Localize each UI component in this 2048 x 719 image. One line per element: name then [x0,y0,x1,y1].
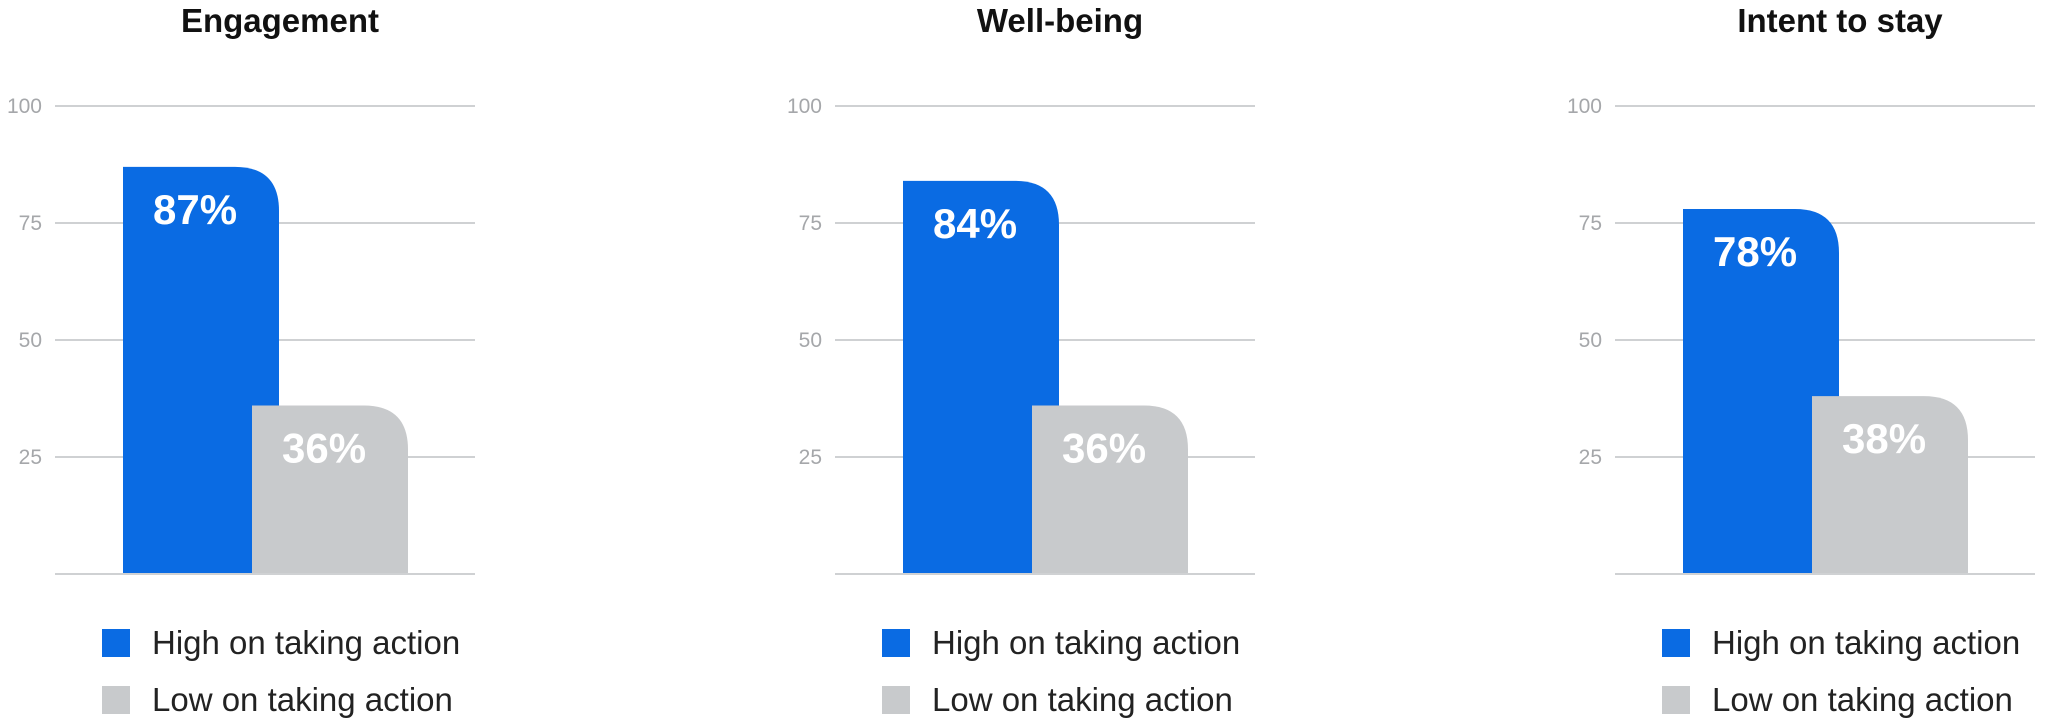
bar-value-label: 38% [1842,415,1926,462]
bar-chart-engagement: 100 75 50 25 87% 36% [7,95,475,575]
bar-value-label: 78% [1713,228,1797,275]
legend-swatch-low [102,686,130,714]
legend-label-high: High on taking action [932,624,1241,661]
y-tick-label: 25 [799,446,822,469]
bar-high [123,166,279,574]
bar-value-label: 84% [933,200,1017,247]
legend-label-low: Low on taking action [932,681,1233,718]
bar-chart-well-being: 100 75 50 25 84% 36% [787,95,1255,575]
legend-swatch-high [102,629,130,657]
y-tick-label: 100 [1567,95,1602,118]
bar-high [1683,208,1839,574]
y-tick-label: 75 [19,212,42,235]
legend-swatch-low [1662,686,1690,714]
legend-swatch-high [1662,629,1690,657]
legend-label-low: Low on taking action [152,681,453,718]
y-tick-label: 25 [1579,446,1602,469]
chart-panel-well-being: Well-being 100 75 50 25 84% 36% High on takin… [780,0,1340,719]
legend-item-low: Low on taking action [1662,681,2013,719]
bar-high [903,180,1059,574]
legend-label-low: Low on taking action [1712,681,2013,718]
legend-item-low: Low on taking action [882,681,1233,719]
legend-swatch-low [882,686,910,714]
y-tick-label: 75 [799,212,822,235]
y-tick-label: 75 [1579,212,1602,235]
y-tick-label: 100 [787,95,822,118]
legend-item-low: Low on taking action [102,681,453,719]
legend-item-high: High on taking action [1662,624,2020,662]
bar-low [1812,396,1968,574]
legend-item-high: High on taking action [102,624,460,662]
y-tick-label: 25 [19,446,42,469]
legend-label-high: High on taking action [152,624,461,661]
legend-item-high: High on taking action [882,624,1240,662]
y-tick-label: 100 [7,95,42,118]
bar-value-label: 36% [1062,425,1146,472]
chart-panel-intent-to-stay: Intent to stay 100 75 50 25 78% 38% High on t… [1560,0,2048,719]
chart-title: Intent to stay [1737,2,1943,39]
y-tick-label: 50 [19,329,42,352]
chart-panel-engagement: Engagement 100 75 50 25 87% 36% High on takin… [0,0,560,719]
legend-swatch-high [882,629,910,657]
bar-chart-intent-to-stay: 100 75 50 25 78% 38% [1567,95,2035,575]
chart-title: Well-being [976,2,1144,39]
chart-title: Engagement [180,2,380,39]
bar-low [252,405,408,574]
legend-label-high: High on taking action [1712,624,2021,661]
bar-low [1032,405,1188,574]
bar-value-label: 36% [282,425,366,472]
y-tick-label: 50 [799,329,822,352]
bar-value-label: 87% [153,186,237,233]
y-tick-label: 50 [1579,329,1602,352]
